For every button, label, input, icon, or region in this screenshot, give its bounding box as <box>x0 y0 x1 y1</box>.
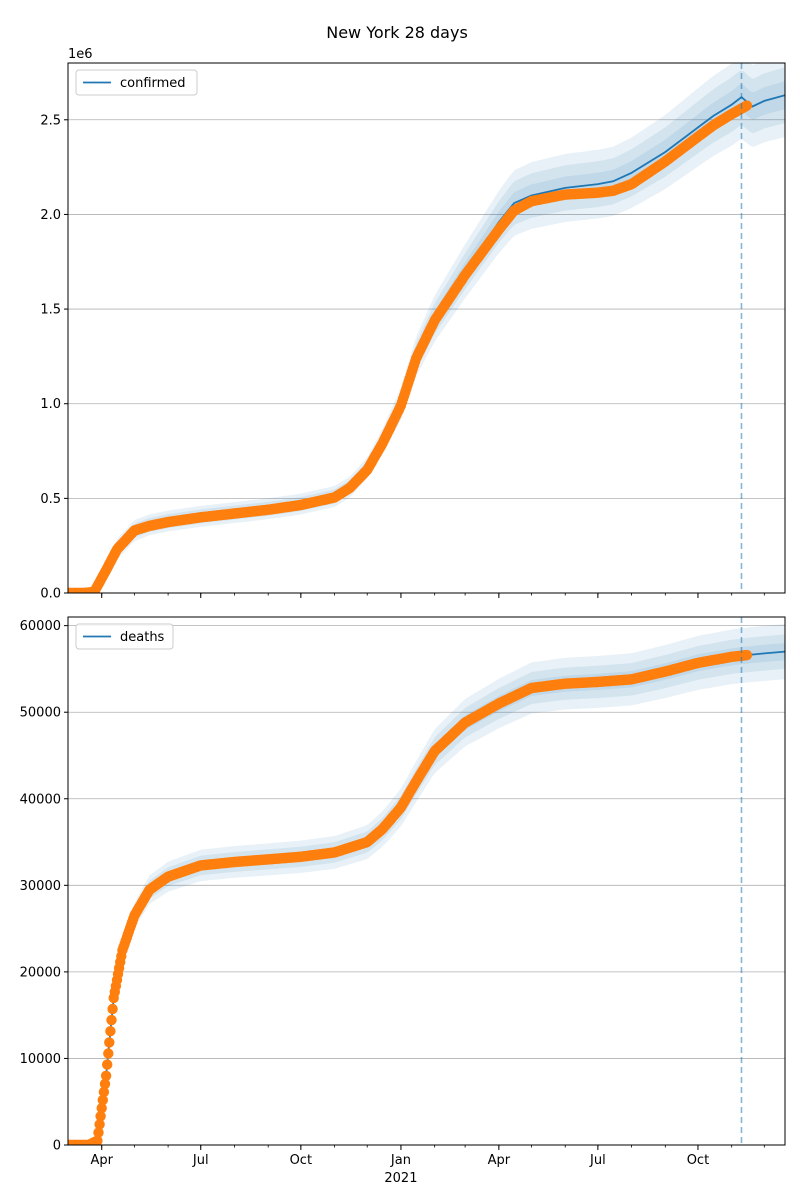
observed-point <box>107 1003 118 1015</box>
y-tick-label: 50000 <box>20 706 61 721</box>
observed-point <box>106 1014 117 1026</box>
plot-area <box>68 63 785 593</box>
y-tick-label: 2.5 <box>40 113 61 128</box>
uncertainty-band <box>68 643 785 1145</box>
legend: deaths <box>75 623 174 650</box>
observed-point <box>741 100 753 111</box>
y-tick-label: 0 <box>53 1139 61 1154</box>
x-tick-label: Jul <box>589 1153 606 1168</box>
legend-box <box>75 69 198 96</box>
uncertainty-band <box>68 624 785 1145</box>
model-line-deaths <box>68 650 785 1145</box>
observed-point <box>100 1070 112 1082</box>
observed-point <box>92 1135 103 1145</box>
x-year-label: 2021 <box>384 1171 417 1186</box>
legend-label: deaths <box>120 630 165 645</box>
y-tick-label: 30000 <box>20 879 61 894</box>
observed-point <box>94 1119 105 1130</box>
deaths-panel: 0 10000 20000 30000 40000 50000 60000 Apr Jul Oct… <box>20 616 786 1186</box>
observed-point <box>95 1111 106 1122</box>
x-tick-label: Oct <box>687 1153 709 1168</box>
y-offset-label: 1e6 <box>68 47 93 62</box>
legend-box <box>75 623 174 650</box>
observed-point <box>97 1094 109 1106</box>
x-tick-label: Jan <box>390 1153 411 1168</box>
observed-point <box>103 1048 114 1059</box>
y-tick-label: 60000 <box>20 619 61 634</box>
y-tick-label: 0.0 <box>40 587 61 602</box>
y-tick-label: 1.5 <box>40 303 61 318</box>
axes-frame <box>67 616 786 1146</box>
y-tick-label: 10000 <box>20 1052 61 1067</box>
x-tick-label: Oct <box>290 1153 312 1168</box>
axes-frame <box>67 62 786 594</box>
observed-point <box>105 1026 116 1037</box>
plot-area <box>68 624 785 1145</box>
observed-point <box>98 1086 110 1098</box>
y-tick-label: 20000 <box>20 965 61 980</box>
observed-point <box>99 1078 111 1090</box>
y-tick-label: 40000 <box>20 792 61 807</box>
y-tick-label: 0.5 <box>40 492 61 507</box>
uncertainty-band <box>68 634 785 1145</box>
y-tick-label: 2.0 <box>40 208 61 223</box>
observed-point <box>96 1103 107 1114</box>
x-tick-label: Jul <box>192 1153 209 1168</box>
y-tick-label: 1.0 <box>40 397 61 412</box>
observed-point <box>102 1059 113 1070</box>
legend: confirmed <box>75 69 198 96</box>
figure-title: New York 28 days <box>326 23 468 42</box>
x-tick-label: Apr <box>90 1153 113 1168</box>
x-tick-label: Apr <box>488 1153 511 1168</box>
legend-label: confirmed <box>120 76 186 91</box>
observed-point <box>104 1037 115 1048</box>
observed-point <box>741 649 753 661</box>
observed-point <box>93 1127 104 1138</box>
confirmed-panel: 0.0 0.5 1.0 1.5 2.0 2.5 1e6 confirmed <box>40 47 786 602</box>
